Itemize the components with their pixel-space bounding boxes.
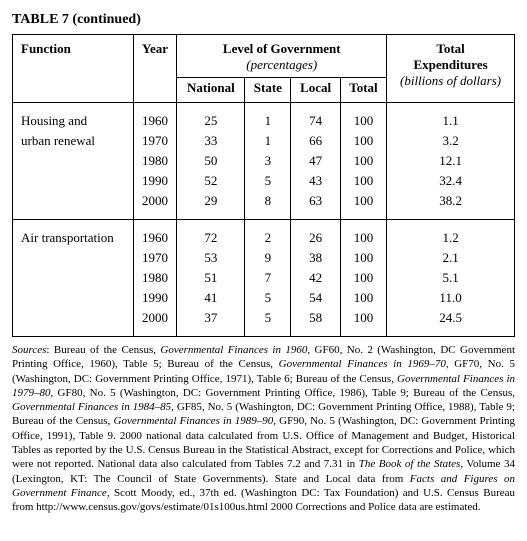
data-cell: 1 xyxy=(245,131,291,151)
data-cell: 1.1 xyxy=(387,103,515,132)
table-row: 19904155410011.0 xyxy=(13,288,515,308)
data-cell: 100 xyxy=(340,220,386,249)
data-cell: 54 xyxy=(291,288,340,308)
table-row: 20002986310038.2 xyxy=(13,191,515,220)
data-cell: 100 xyxy=(340,288,386,308)
table-row: urban renewal1970331661003.2 xyxy=(13,131,515,151)
col-level-group: Level of Government (percentages) xyxy=(177,35,387,78)
data-cell: 53 xyxy=(177,248,245,268)
function-cell: urban renewal xyxy=(13,131,134,151)
col-year: Year xyxy=(133,35,177,103)
data-cell: 1980 xyxy=(133,151,177,171)
data-cell: 100 xyxy=(340,308,386,337)
col-function: Function xyxy=(13,35,134,103)
table-row: 19905254310032.4 xyxy=(13,171,515,191)
data-cell: 3 xyxy=(245,151,291,171)
data-cell: 26 xyxy=(291,220,340,249)
data-cell: 47 xyxy=(291,151,340,171)
data-cell: 1970 xyxy=(133,248,177,268)
data-cell: 50 xyxy=(177,151,245,171)
table-row: 1970539381002.1 xyxy=(13,248,515,268)
data-cell: 2 xyxy=(245,220,291,249)
table-row: Housing and1960251741001.1 xyxy=(13,103,515,132)
data-cell: 38.2 xyxy=(387,191,515,220)
table-row: Air transportation1960722261001.2 xyxy=(13,220,515,249)
level-group-label: Level of Government xyxy=(223,41,341,56)
data-cell: 5 xyxy=(245,288,291,308)
data-cell: 72 xyxy=(177,220,245,249)
data-cell: 24.5 xyxy=(387,308,515,337)
data-cell: 1970 xyxy=(133,131,177,151)
table-row: 20003755810024.5 xyxy=(13,308,515,337)
data-cell: 5 xyxy=(245,171,291,191)
data-cell: 74 xyxy=(291,103,340,132)
data-cell: 32.4 xyxy=(387,171,515,191)
data-cell: 33 xyxy=(177,131,245,151)
data-cell: 2.1 xyxy=(387,248,515,268)
data-cell: 5.1 xyxy=(387,268,515,288)
data-cell: 100 xyxy=(340,151,386,171)
data-cell: 12.1 xyxy=(387,151,515,171)
function-cell: Housing and xyxy=(13,103,134,132)
col-state: State xyxy=(245,78,291,103)
data-cell: 58 xyxy=(291,308,340,337)
function-cell xyxy=(13,268,134,288)
data-cell: 1960 xyxy=(133,103,177,132)
data-cell: 38 xyxy=(291,248,340,268)
data-table: Function Year Level of Government (perce… xyxy=(12,34,515,337)
col-national: National xyxy=(177,78,245,103)
data-cell: 1 xyxy=(245,103,291,132)
data-cell: 7 xyxy=(245,268,291,288)
function-cell xyxy=(13,151,134,171)
data-cell: 66 xyxy=(291,131,340,151)
data-cell: 43 xyxy=(291,171,340,191)
data-cell: 11.0 xyxy=(387,288,515,308)
sources-label: Sources xyxy=(12,344,46,356)
col-local: Local xyxy=(291,78,340,103)
data-cell: 5 xyxy=(245,308,291,337)
data-cell: 25 xyxy=(177,103,245,132)
data-cell: 2000 xyxy=(133,191,177,220)
sources-text: Sources: Bureau of the Census, Governmen… xyxy=(12,343,515,515)
function-cell xyxy=(13,191,134,220)
data-cell: 37 xyxy=(177,308,245,337)
data-cell: 9 xyxy=(245,248,291,268)
data-cell: 100 xyxy=(340,103,386,132)
data-cell: 51 xyxy=(177,268,245,288)
data-cell: 42 xyxy=(291,268,340,288)
data-cell: 1990 xyxy=(133,171,177,191)
exp-top: Total xyxy=(436,41,464,56)
data-cell: 52 xyxy=(177,171,245,191)
function-cell xyxy=(13,248,134,268)
data-cell: 1.2 xyxy=(387,220,515,249)
data-cell: 41 xyxy=(177,288,245,308)
col-expenditures: Total Expenditures (billions of dollars) xyxy=(387,35,515,103)
exp-mid: Expenditures xyxy=(413,57,487,72)
function-cell xyxy=(13,288,134,308)
data-cell: 100 xyxy=(340,191,386,220)
data-cell: 8 xyxy=(245,191,291,220)
data-cell: 100 xyxy=(340,268,386,288)
data-cell: 1990 xyxy=(133,288,177,308)
exp-sub: (billions of dollars) xyxy=(400,73,501,88)
col-total: Total xyxy=(340,78,386,103)
function-cell: Air transportation xyxy=(13,220,134,249)
function-cell xyxy=(13,171,134,191)
sources-body: : Bureau of the Census, Governmental Fin… xyxy=(12,344,515,513)
level-group-sub: (percentages) xyxy=(246,57,317,72)
table-title: TABLE 7 (continued) xyxy=(12,12,515,28)
table-row: 1980517421005.1 xyxy=(13,268,515,288)
data-cell: 1960 xyxy=(133,220,177,249)
data-cell: 29 xyxy=(177,191,245,220)
data-cell: 2000 xyxy=(133,308,177,337)
function-cell xyxy=(13,308,134,337)
data-cell: 3.2 xyxy=(387,131,515,151)
data-cell: 1980 xyxy=(133,268,177,288)
data-cell: 100 xyxy=(340,131,386,151)
data-cell: 100 xyxy=(340,171,386,191)
table-row: 19805034710012.1 xyxy=(13,151,515,171)
data-cell: 63 xyxy=(291,191,340,220)
data-cell: 100 xyxy=(340,248,386,268)
